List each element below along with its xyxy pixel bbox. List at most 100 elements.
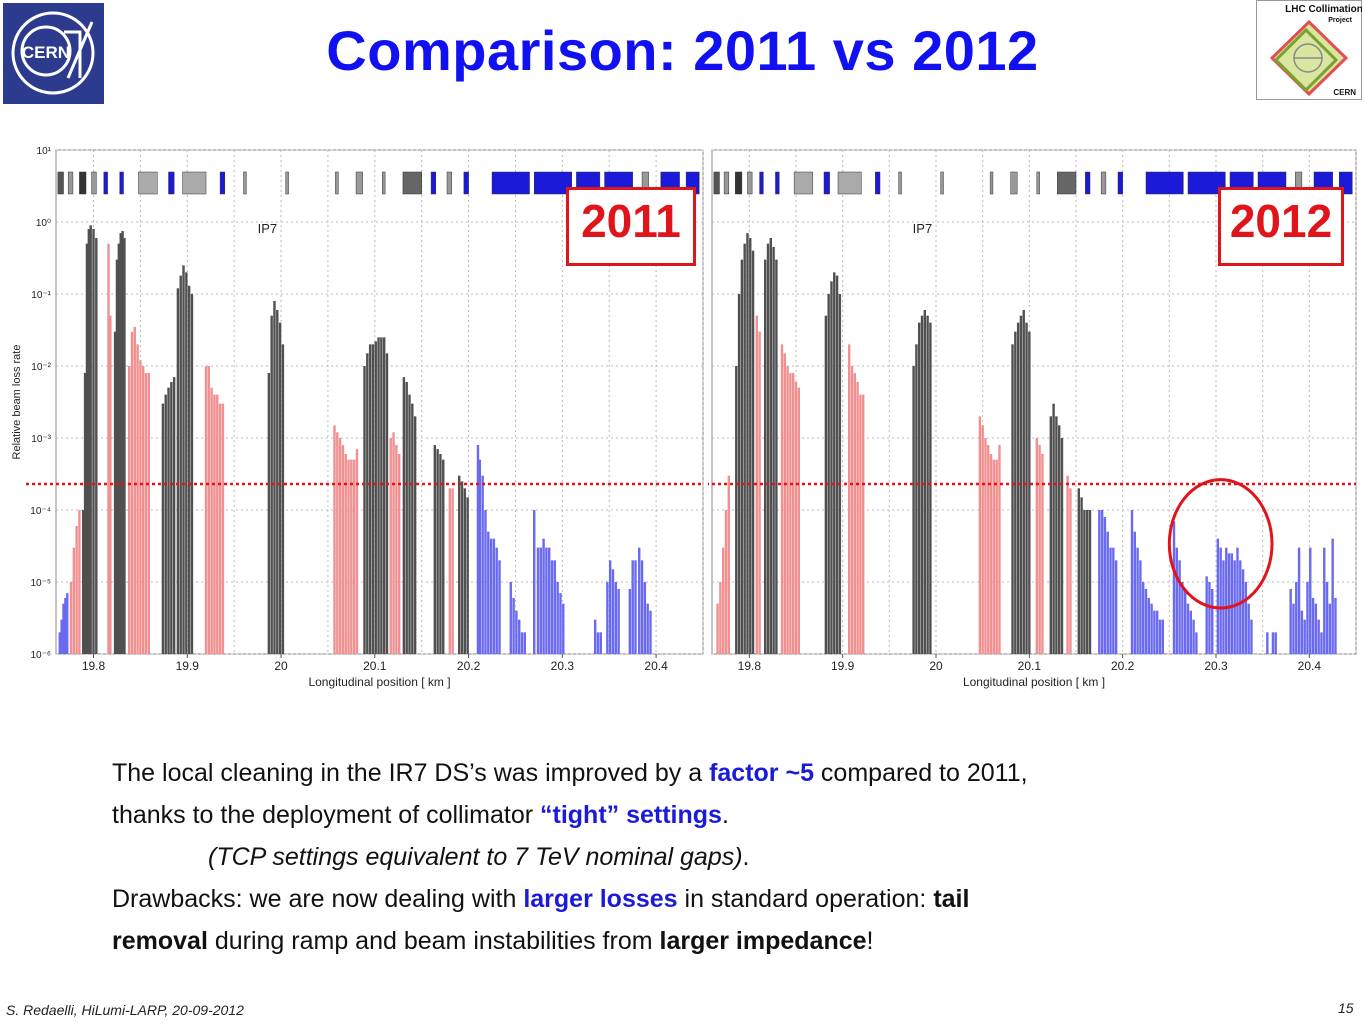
loss-bar-cold: [492, 538, 496, 654]
loss-bar-collimator: [466, 497, 469, 654]
element-strip-block: [940, 171, 944, 195]
loss-bar-collimator: [735, 366, 738, 654]
loss-bar-cold: [60, 619, 63, 654]
loss-bar-collimator: [766, 243, 770, 654]
loss-bar-cold: [1230, 553, 1234, 654]
loss-bar-cold: [1236, 547, 1239, 654]
loss-bar-collimator: [281, 344, 285, 654]
loss-bar-collimator: [743, 243, 746, 654]
x-tick-label: 19.9: [176, 659, 200, 673]
loss-bar-collimator: [380, 337, 383, 654]
x-tick-label: 20.4: [1298, 659, 1322, 673]
loss-bar-cold: [1271, 632, 1275, 654]
loss-bar-collimator: [1016, 322, 1020, 654]
x-tick-label: 20: [929, 659, 943, 673]
loss-bar-warm: [984, 438, 987, 654]
loss-bar-cold: [1239, 560, 1242, 654]
loss-bar-collimator: [740, 259, 744, 654]
loss-bar-warm: [147, 372, 151, 654]
element-strip-block: [243, 171, 247, 195]
loss-bar-cold: [1153, 610, 1156, 654]
loss-bar-collimator: [926, 315, 929, 654]
element-strip-block: [1057, 171, 1077, 195]
loss-bar-cold: [523, 632, 527, 654]
loss-bar-collimator: [1049, 416, 1052, 654]
loss-bar-collimator: [81, 510, 85, 654]
loss-bar-collimator: [1088, 510, 1092, 654]
loss-bar-collimator: [115, 259, 119, 654]
cern-logo-text: CERN: [22, 43, 70, 62]
loss-bar-cold: [539, 547, 542, 654]
element-strip-block: [723, 171, 730, 195]
loss-bar-cold: [478, 459, 482, 654]
loss-bar-cold: [498, 560, 501, 654]
loss-bar-warm: [216, 394, 219, 654]
lhc-logo-line2: Project: [1328, 17, 1352, 24]
loss-bar-cold: [1205, 576, 1208, 654]
loss-bar-cold: [1328, 603, 1332, 654]
cern-logo: CERN: [3, 3, 104, 104]
y-axis-label: Relative beam loss rate: [11, 345, 23, 460]
loss-bar-cold: [1311, 597, 1315, 654]
loss-bar-warm: [389, 438, 392, 654]
loss-map-2012: IP7 19.8 19.9 20 20.1 20.2 20.3 20.4 Longitudina…: [682, 149, 1357, 689]
y-tick-label: 10⁻¹: [31, 290, 51, 301]
loss-bar-warm: [786, 366, 789, 654]
loss-bar-collimator: [117, 243, 121, 654]
loss-bar-cold: [1106, 531, 1109, 654]
y-tick-label: 10⁻⁵: [30, 578, 51, 589]
year-label-2011: 2011: [566, 187, 696, 266]
loss-bar-collimator: [363, 366, 366, 654]
loss-bar-cold: [1303, 619, 1306, 654]
loss-bar-collimator: [1077, 488, 1080, 654]
loss-bar-cold: [1216, 538, 1220, 654]
loss-bar-cold: [1103, 516, 1107, 654]
loss-bar-cold: [1181, 582, 1184, 654]
y-tick-label: 10⁰: [36, 218, 51, 229]
loss-bar-warm: [395, 444, 398, 654]
loss-bar-cold: [634, 560, 637, 654]
loss-bar-collimator: [764, 259, 767, 654]
element-strip-block: [285, 171, 289, 195]
loss-bar-collimator: [1080, 497, 1083, 654]
loss-bar-collimator: [460, 481, 464, 654]
y-tick-label: 10⁻⁴: [30, 506, 51, 517]
loss-bar-collimator: [270, 315, 273, 654]
loss-bar-collimator: [113, 331, 117, 654]
summary-line-2: thanks to the deployment of collimator “…: [112, 801, 729, 829]
loss-bar-collimator: [185, 272, 188, 654]
loss-bar-collimator: [164, 394, 167, 654]
loss-bar-collimator: [737, 294, 741, 654]
loss-bar-collimator: [1086, 510, 1089, 654]
loss-bar-warm: [848, 344, 851, 654]
y-tick-label: 10⁻²: [31, 362, 51, 373]
loss-bar-warm: [992, 459, 996, 654]
loss-bar-warm: [1069, 488, 1072, 654]
loss-bar-cold: [1225, 547, 1228, 654]
loss-bar-collimator: [385, 353, 389, 654]
chart-panel-2012: IP7 19.8 19.9 20 20.1 20.2 20.3 20.4 Longitudina…: [682, 132, 1363, 695]
loss-bar-cold: [495, 547, 498, 654]
summary-line-1: The local cleaning in the IR7 DS’s was i…: [112, 759, 1028, 787]
element-strip-block: [823, 171, 830, 195]
loss-bar-cold: [1297, 547, 1301, 654]
loss-bar-collimator: [187, 285, 191, 654]
loss-bar-cold: [1130, 510, 1134, 654]
loss-bar-collimator: [827, 294, 830, 654]
loss-bar-warm: [853, 372, 856, 654]
loss-bar-warm: [144, 372, 148, 654]
element-strip-block: [119, 171, 124, 195]
loss-bar-collimator: [411, 403, 414, 654]
loss-bar-cold: [548, 547, 551, 654]
loss-bar-cold: [556, 582, 559, 654]
loss-bar-cold: [643, 582, 647, 654]
element-strip-block: [219, 171, 226, 195]
loss-bar-cold: [58, 632, 61, 654]
loss-bar-cold: [1109, 547, 1112, 654]
element-strip-block: [1117, 171, 1123, 195]
element-strip-block: [747, 171, 753, 195]
element-strip-block: [463, 171, 469, 195]
loss-bar-collimator: [374, 341, 377, 654]
loss-bar-collimator: [442, 459, 445, 654]
page-number: 15: [1338, 1000, 1354, 1016]
